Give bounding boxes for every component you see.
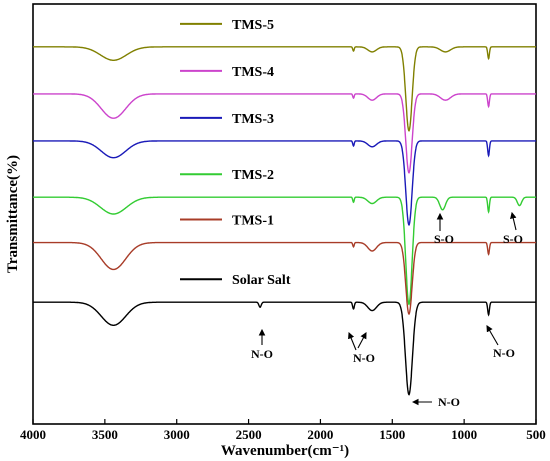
- annotation-arrow: [486, 325, 499, 346]
- y-axis-title: Transmittance(%): [5, 155, 21, 273]
- x-tick-label: 2500: [236, 427, 262, 442]
- legend-label: TMS-2: [232, 168, 274, 183]
- annotation-arrow: [357, 332, 367, 349]
- series-line-3: [33, 196, 536, 306]
- annotation-label: S-O: [503, 232, 523, 246]
- legend-label: TMS-3: [232, 112, 274, 127]
- legend-label: Solar Salt: [232, 273, 291, 288]
- x-tick-label: 500: [526, 427, 546, 442]
- annotation-label: N-O: [493, 346, 515, 360]
- x-tick-label: 1500: [379, 427, 405, 442]
- x-tick-label: 4000: [20, 427, 46, 442]
- annotation-label: N-O: [251, 347, 273, 361]
- legend-label: TMS-1: [232, 214, 274, 229]
- annotation-arrow: [510, 211, 517, 231]
- legend-label: TMS-4: [232, 65, 274, 80]
- legend: TMS-5 TMS-4 TMS-3 TMS-2 TMS-1 Solar Salt: [180, 18, 291, 288]
- x-tick-label: 2000: [307, 427, 333, 442]
- legend-label: TMS-5: [232, 18, 274, 33]
- annotation-label: N-O: [353, 351, 375, 365]
- series-line-2: [33, 140, 536, 226]
- annotation-label: N-O: [438, 395, 460, 409]
- x-tick-label: 1000: [451, 427, 477, 442]
- spectra-traces: [33, 46, 536, 396]
- series-line-0: [33, 46, 536, 132]
- series-line-1: [33, 93, 536, 174]
- annotation-arrow: [348, 331, 357, 351]
- annotation-label: S-O: [434, 232, 454, 246]
- x-axis-title: Wavenumber(cm⁻¹): [221, 443, 349, 459]
- x-tick-label: 3500: [92, 427, 118, 442]
- x-tick-label: 3000: [164, 427, 190, 442]
- plot-frame: [32, 3, 537, 425]
- x-ticks: 4000 3500 3000 2500 2000 1500 1000 500: [20, 419, 546, 442]
- series-line-4: [33, 241, 536, 316]
- annotations: N-O N-O N-O N-O S-O S-O: [251, 211, 523, 409]
- series-line-5: [33, 301, 536, 396]
